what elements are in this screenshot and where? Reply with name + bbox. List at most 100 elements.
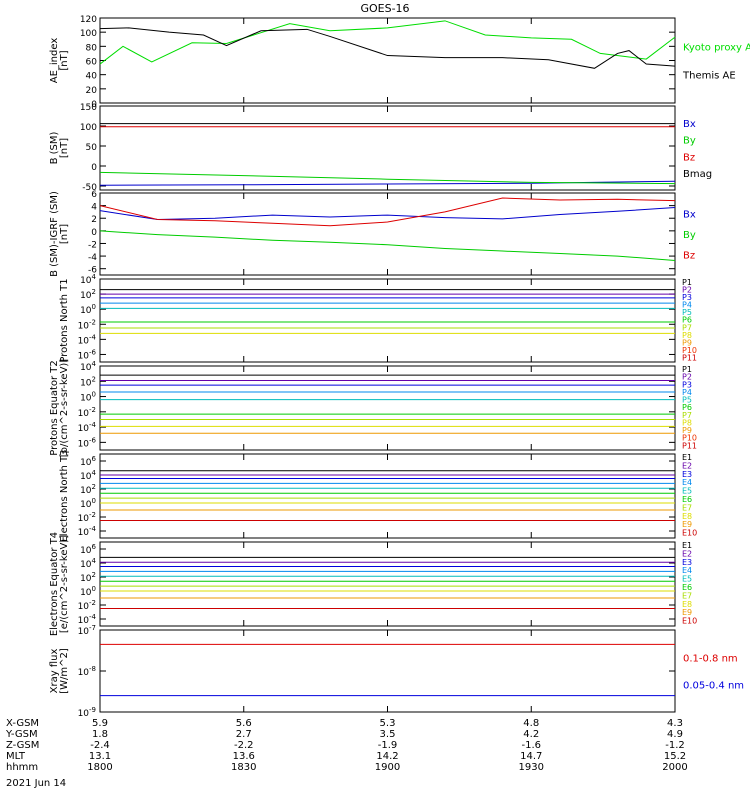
x-axis-row-label: MLT (6, 751, 26, 762)
legend-label: By (683, 230, 696, 241)
x-axis-value: -2.4 (90, 740, 110, 751)
x-axis-value: 2000 (662, 762, 687, 773)
legend-label: E5 (682, 487, 692, 496)
y-tick-label: -6 (88, 266, 97, 276)
legend-label: 0.05-0.4 nm (683, 681, 744, 692)
x-axis-value: 4.8 (523, 718, 539, 729)
legend-label: P6 (682, 403, 692, 412)
y-axis-label: [W/m^2] (59, 648, 70, 694)
y-tick-label: 100 (80, 391, 96, 404)
legend-label: P9 (682, 426, 692, 435)
legend-label: P11 (682, 353, 697, 362)
legend-label: P1 (682, 365, 692, 374)
y-tick-label: 100 (80, 29, 97, 39)
legend-label: Kyoto proxy AE (683, 42, 750, 53)
y-axis-label: [e/(cm^2-s-sr-keV)] (59, 535, 70, 633)
y-tick-label: 6 (91, 190, 97, 200)
y-tick-label: 102 (80, 375, 96, 388)
legend-label: Bz (683, 152, 695, 163)
y-tick-label: 80 (86, 43, 98, 53)
y-tick-label: 0 (91, 163, 97, 173)
y-axis-label: AE_index (49, 38, 60, 84)
series-line-by (99, 230, 676, 261)
y-tick-label: 60 (86, 58, 98, 68)
legend-label: E7 (682, 503, 692, 512)
legend-label: 0.1-0.8 nm (683, 653, 738, 664)
legend-label: P6 (682, 316, 692, 325)
y-tick-label: 104 (80, 360, 96, 373)
legend-label: E10 (682, 529, 697, 538)
y-tick-label: 102 (80, 483, 96, 496)
y-tick-label: 100 (80, 497, 96, 510)
legend-label: E8 (682, 600, 692, 609)
y-tick-label: 10-8 (78, 665, 96, 678)
x-axis-row-label: hhmm (6, 762, 38, 773)
y-tick-label: 10-2 (78, 511, 96, 524)
x-axis-value: 1830 (231, 762, 256, 773)
series-line-bz (99, 197, 676, 227)
legend-label: P4 (682, 301, 692, 310)
x-axis-row-label: Z-GSM (6, 740, 39, 751)
legend-label: P8 (682, 331, 692, 340)
legend-label: E3 (682, 558, 692, 567)
legend-label: Bx (683, 210, 696, 221)
legend-label: E3 (682, 470, 692, 479)
x-axis-value: 1.8 (92, 729, 108, 740)
x-axis-value: 1930 (519, 762, 544, 773)
legend-label: E7 (682, 591, 692, 600)
y-tick-label: 100 (80, 585, 96, 598)
chart-title: GOES-16 (360, 2, 410, 15)
y-tick-label: 10-6 (78, 436, 97, 449)
legend-label: E2 (682, 549, 692, 558)
y-tick-label: 40 (86, 72, 98, 82)
legend-label: Bx (683, 119, 696, 130)
panel-frame-6 (99, 453, 676, 539)
x-axis-value: 4.9 (667, 729, 683, 740)
legend-label: P2 (682, 286, 692, 295)
legend-label: E9 (682, 520, 692, 529)
x-axis-value: 13.6 (233, 751, 255, 762)
y-tick-label: 10-4 (78, 421, 97, 434)
x-axis-value: 4.3 (667, 718, 683, 729)
legend-label: P3 (682, 293, 692, 302)
panel-frame-5 (99, 365, 676, 451)
legend-label: E6 (682, 583, 692, 592)
legend-label: E1 (682, 541, 692, 550)
x-axis-value: 2.7 (236, 729, 252, 740)
y-axis-label: [nT] (59, 50, 70, 70)
y-axis-label: [nT] (59, 224, 70, 244)
legend-label: E1 (682, 453, 692, 462)
y-tick-label: -2 (88, 240, 97, 250)
y-tick-label: 10-4 (78, 525, 97, 538)
legend-label: P2 (682, 373, 692, 382)
y-tick-label: 102 (80, 288, 96, 301)
x-axis-value: -1.9 (378, 740, 398, 751)
x-axis-value: 5.3 (380, 718, 396, 729)
x-axis-value: 1800 (87, 762, 112, 773)
y-axis-label: B (SM)-IGRF (SM) (49, 191, 60, 277)
legend-label: E6 (682, 495, 692, 504)
legend-label: By (683, 136, 696, 147)
panel-frame-2 (99, 105, 676, 191)
y-axis-label: Electrons Equator T4 (49, 532, 60, 636)
legend-label: P4 (682, 388, 692, 397)
legend-label: Themis AE (682, 71, 736, 82)
y-tick-label: 102 (80, 571, 96, 584)
x-axis-value: 5.6 (236, 718, 252, 729)
date-label: 2021 Jun 14 (6, 778, 67, 789)
y-tick-label: 104 (80, 469, 96, 482)
x-axis-value: 3.5 (380, 729, 396, 740)
panel-frame-3 (99, 192, 676, 276)
x-axis-value: 14.7 (520, 751, 542, 762)
y-axis-label: Electrons North T3 (59, 449, 70, 542)
y-tick-label: 10-4 (78, 613, 97, 626)
y-tick-label: 10-2 (78, 406, 96, 419)
legend-label: E10 (682, 617, 697, 626)
y-axis-label: Protons North T1 (59, 278, 70, 362)
panel-frame-4 (99, 278, 676, 363)
legend-label: P1 (682, 278, 692, 287)
y-tick-label: 104 (80, 273, 96, 286)
y-axis-label: Xray flux (49, 649, 60, 694)
legend-label: P8 (682, 418, 692, 427)
